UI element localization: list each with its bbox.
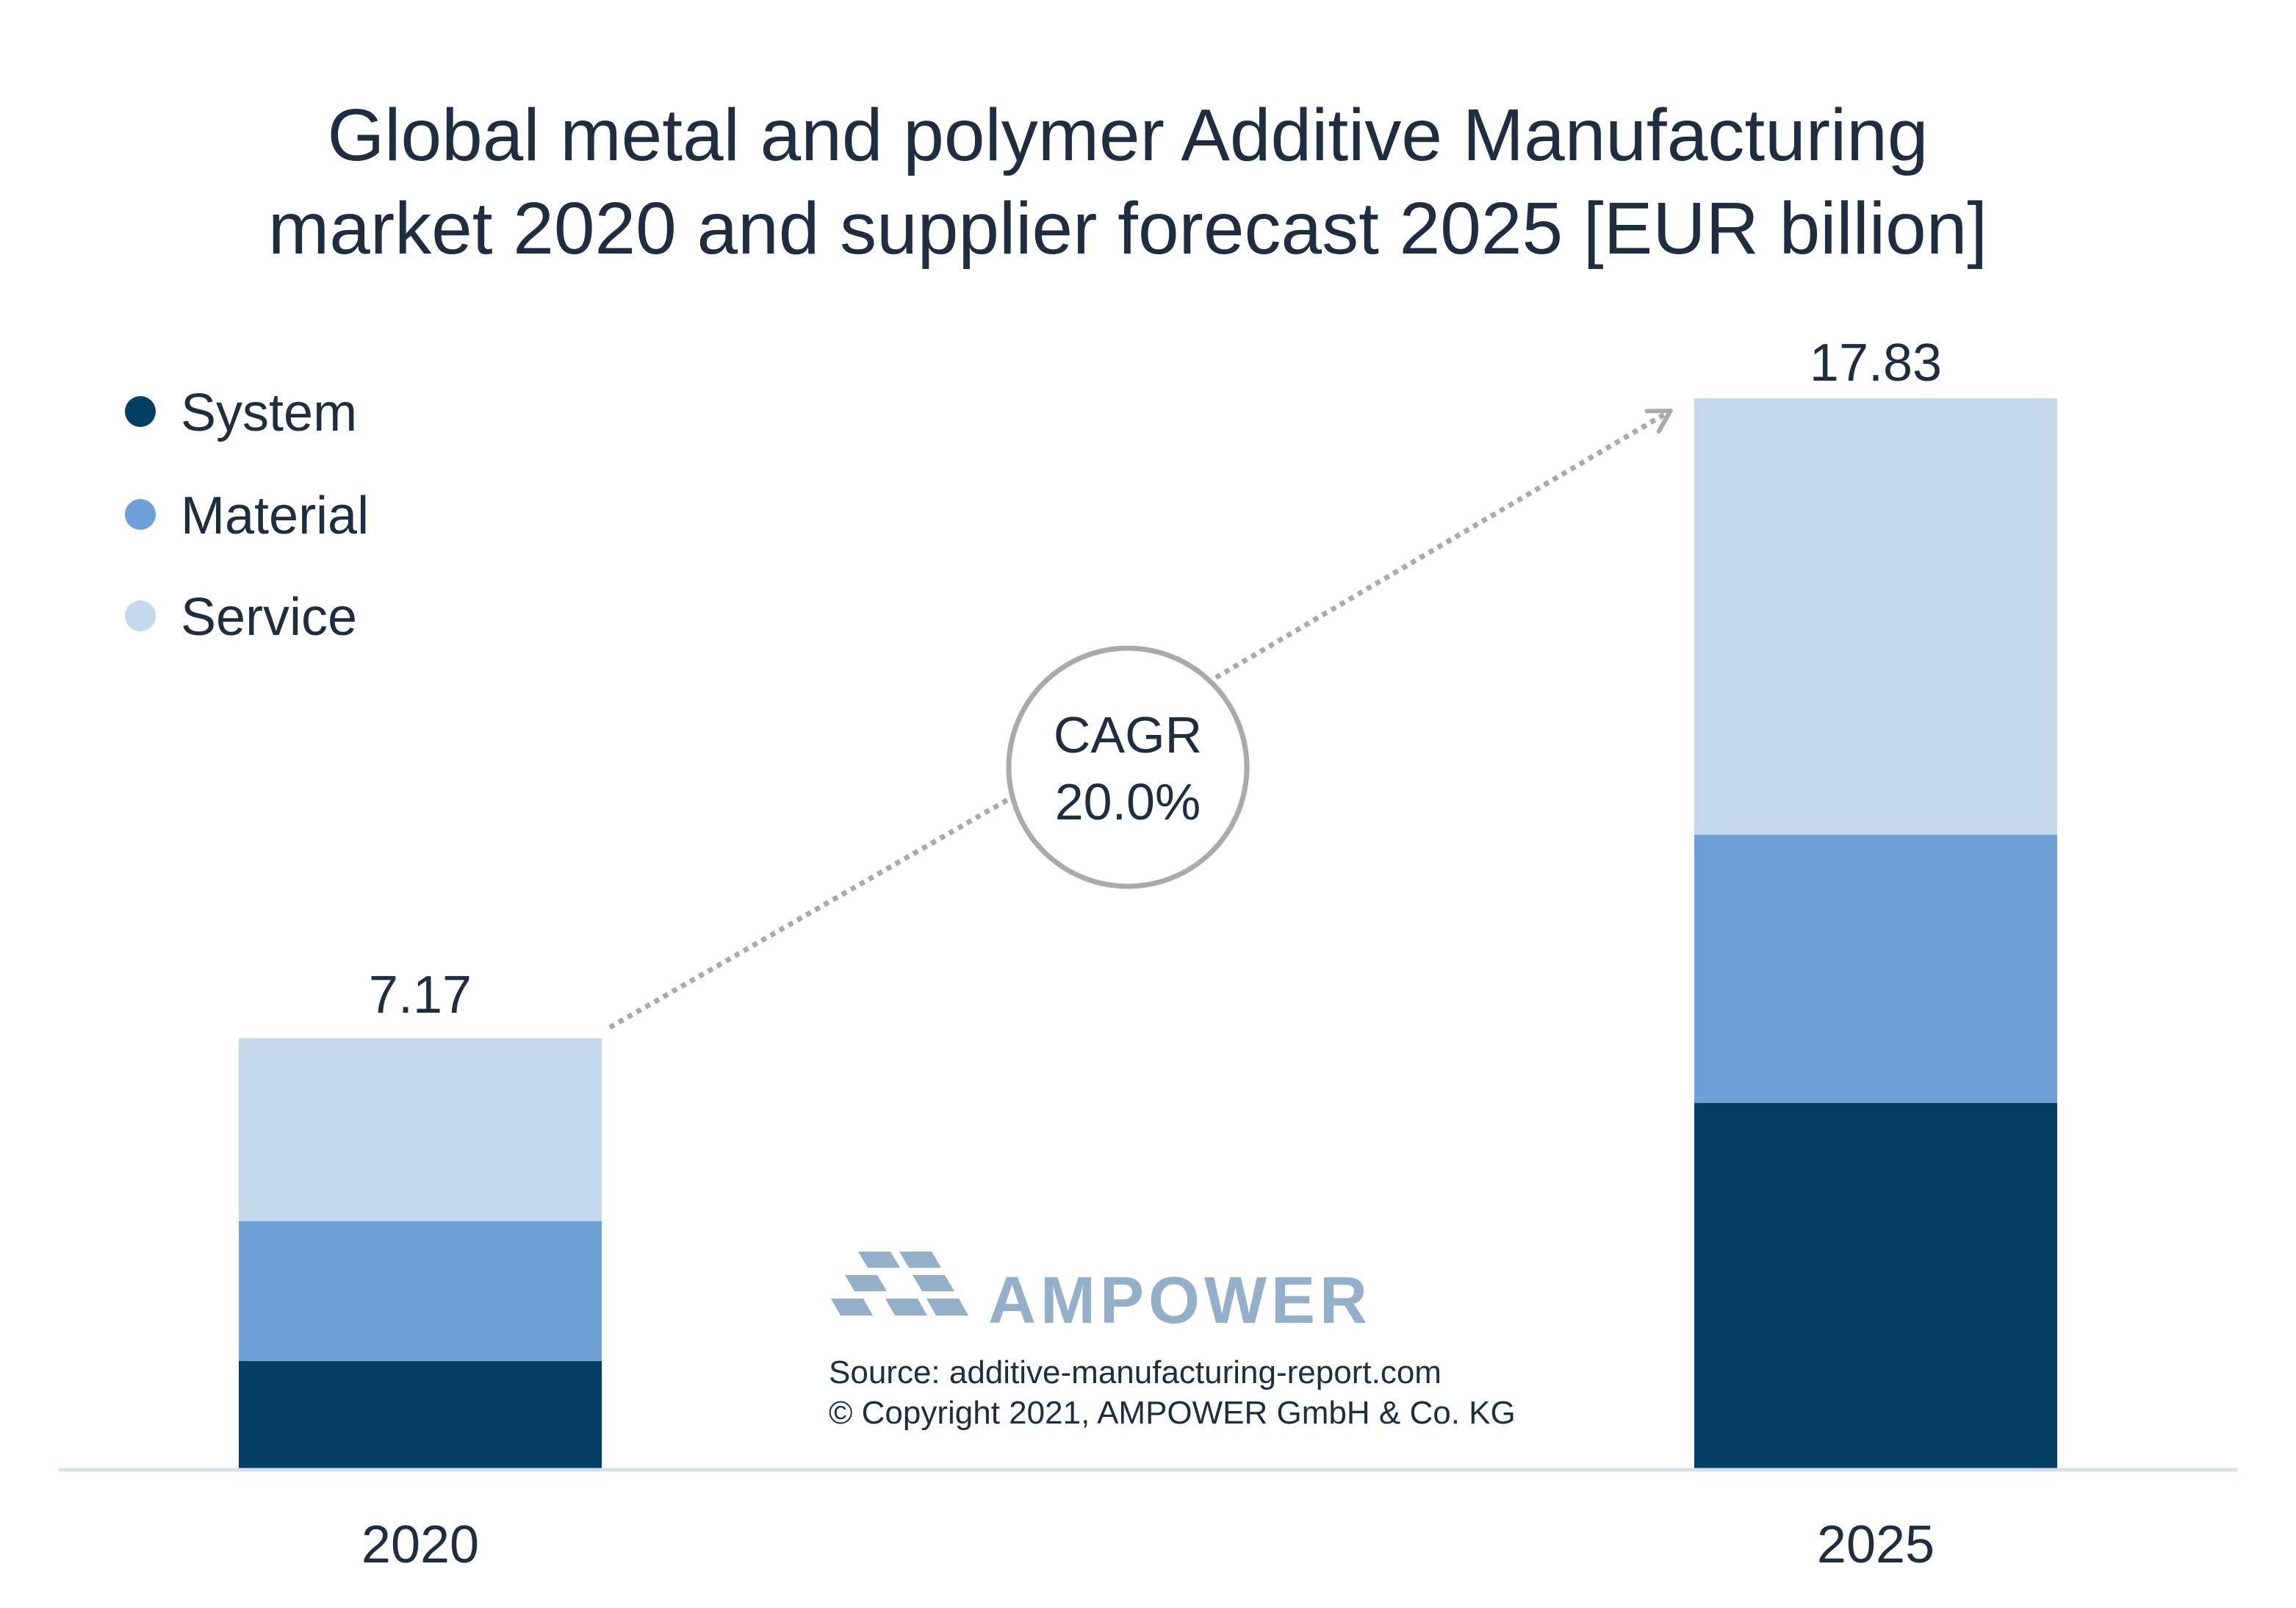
copyright-note: © Copyright 2021, AMPOWER GmbH & Co. KG bbox=[829, 1395, 1516, 1431]
chart-title-line-1: Global metal and polymer Additive Manufa… bbox=[328, 94, 1929, 176]
bars bbox=[239, 398, 2057, 1468]
cagr-label: CAGR bbox=[1054, 706, 1202, 764]
source-note: Source: additive-manufacturing-report.co… bbox=[829, 1354, 1442, 1390]
legend-label-material: Material bbox=[181, 487, 369, 545]
legend-label-service: Service bbox=[181, 588, 357, 647]
bar-material-2020 bbox=[239, 1221, 602, 1361]
cagr-circle bbox=[1006, 645, 1250, 889]
cagr-arrow-upper bbox=[1214, 408, 1673, 681]
legend-label-system: System bbox=[181, 384, 357, 442]
bar-system-2025 bbox=[1694, 1102, 2057, 1468]
legend: System Material Service bbox=[125, 384, 369, 647]
total-label-2025: 17.83 bbox=[1810, 334, 1942, 392]
total-label-2020: 7.17 bbox=[369, 966, 472, 1024]
cagr-value: 20.0% bbox=[1055, 773, 1201, 830]
legend-marker-service bbox=[125, 600, 156, 631]
bar-service-2020 bbox=[239, 1038, 602, 1221]
ampower-logo-text: AMPOWER bbox=[988, 1264, 1372, 1338]
legend-marker-material bbox=[125, 499, 156, 530]
ampower-logo-icon bbox=[831, 1252, 968, 1316]
chart-title-line-2: market 2020 and supplier forecast 2025 [… bbox=[268, 187, 1987, 270]
x-tick-label-2025: 2025 bbox=[1817, 1515, 1935, 1574]
bar-system-2020 bbox=[239, 1360, 602, 1468]
x-tick-label-2020: 2020 bbox=[361, 1515, 479, 1574]
legend-marker-system bbox=[125, 396, 156, 427]
bar-material-2025 bbox=[1694, 834, 2057, 1103]
cagr-arrow-lower bbox=[608, 797, 1010, 1030]
bar-service-2025 bbox=[1694, 398, 2057, 835]
